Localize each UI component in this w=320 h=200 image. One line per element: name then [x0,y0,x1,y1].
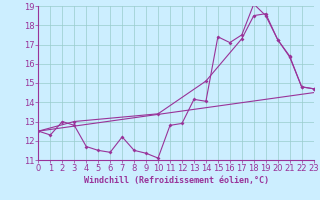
X-axis label: Windchill (Refroidissement éolien,°C): Windchill (Refroidissement éolien,°C) [84,176,268,185]
